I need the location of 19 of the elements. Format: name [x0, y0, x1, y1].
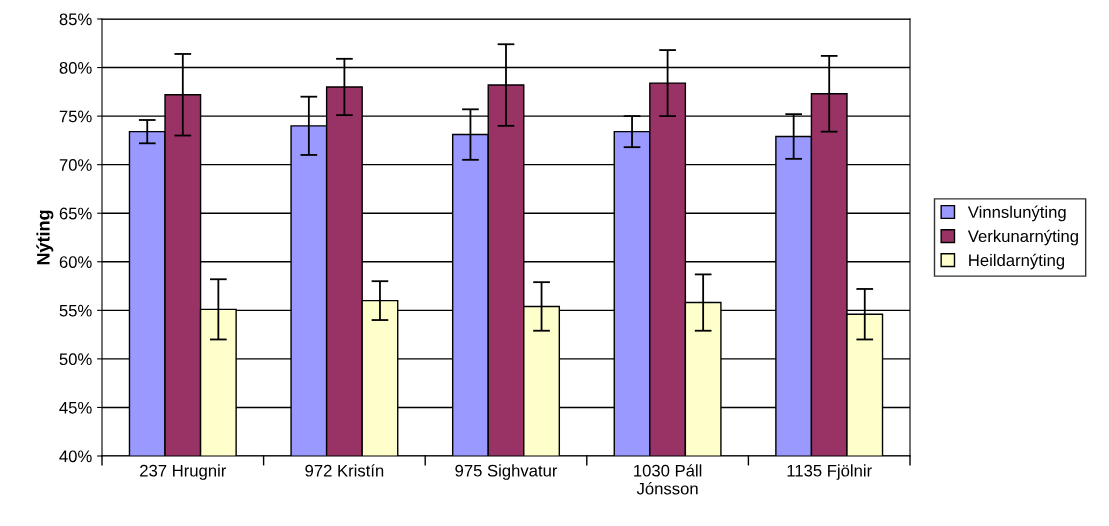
- y-tick-label: 70%: [59, 159, 92, 171]
- legend-label: Verkunarnýting: [967, 229, 1078, 246]
- y-tick-label: 45%: [59, 401, 92, 414]
- x-tick-label: 1030 Páll Jónsson: [634, 464, 702, 495]
- y-tick-label: 75%: [59, 110, 92, 123]
- y-tick-label: 80%: [59, 61, 92, 74]
- y-axis-title: Nýting: [36, 210, 54, 265]
- y-tick-label: 40%: [59, 450, 92, 463]
- y-tick-label: 55%: [59, 304, 92, 317]
- x-tick-label: 975 Sighvatur: [455, 464, 558, 480]
- y-tick-label: 85%: [59, 13, 92, 26]
- y-tick-label: 50%: [59, 353, 92, 366]
- legend-label: Vinnslunýting: [967, 205, 1066, 222]
- y-tick-label: 65%: [59, 207, 92, 220]
- x-tick-label: 237 Hrugnir: [140, 464, 227, 480]
- x-tick-label: 1135 Fjölnir: [787, 464, 872, 480]
- legend-label: Heildarnýting: [969, 253, 1065, 270]
- x-tick-label: 972 Kristín: [305, 464, 384, 477]
- y-tick-label: 60%: [59, 256, 92, 268]
